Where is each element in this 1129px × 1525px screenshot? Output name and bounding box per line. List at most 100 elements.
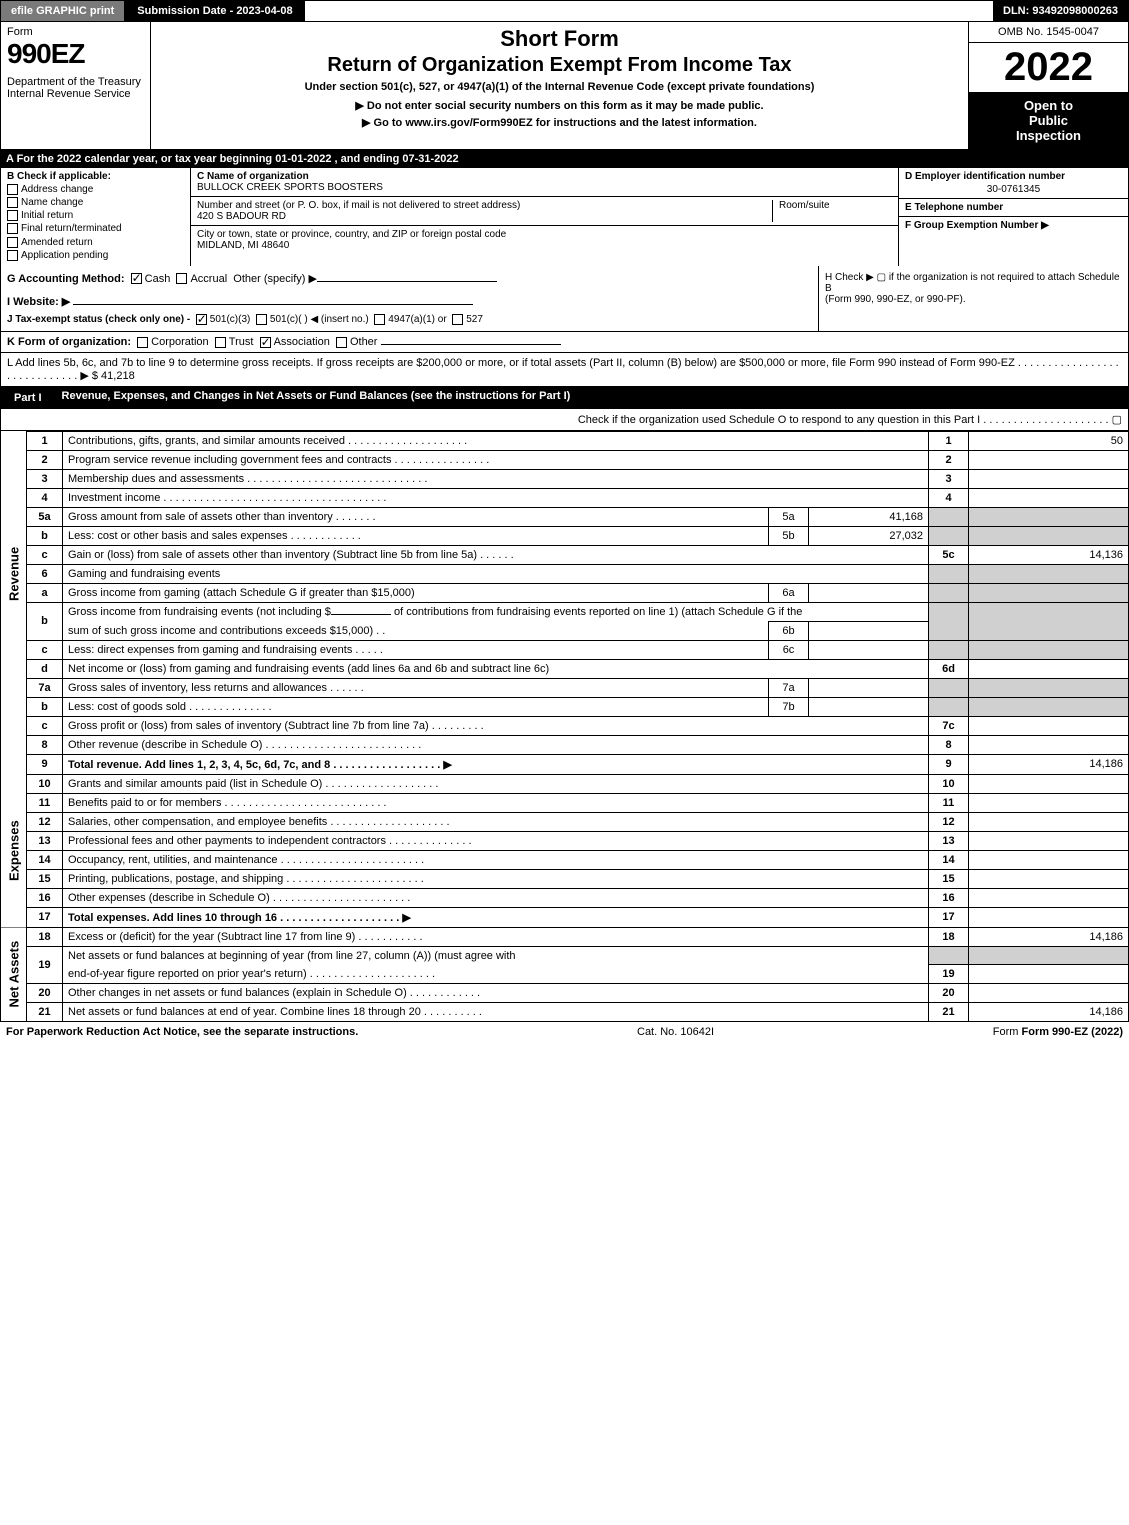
label-527: 527: [466, 314, 483, 325]
netassets-side-label: Net Assets: [1, 927, 27, 1022]
form-header: Form 990EZ Department of the Treasury In…: [0, 22, 1129, 150]
section-d: D Employer identification number 30-0761…: [898, 168, 1128, 266]
label-amended-return: Amended return: [21, 237, 93, 248]
check-527[interactable]: [452, 314, 463, 325]
check-501c[interactable]: [256, 314, 267, 325]
other-org-input[interactable]: [381, 344, 561, 345]
line-1-value: 50: [969, 431, 1129, 450]
check-trust[interactable]: [215, 337, 226, 348]
line-6b-desc-1: Gross income from fundraising events (no…: [63, 602, 929, 621]
other-method-input[interactable]: [317, 281, 497, 282]
section-a: A For the 2022 calendar year, or tax yea…: [0, 150, 1129, 168]
j-label: J Tax-exempt status (check only one) -: [7, 314, 190, 325]
k-label: K Form of organization:: [7, 336, 131, 348]
label-501c: 501(c)( ) ◀ (insert no.): [270, 314, 369, 325]
line-19-desc-a: Net assets or fund balances at beginning…: [63, 946, 929, 965]
tax-year: 2022: [969, 43, 1128, 92]
line-6a-desc: Gross income from gaming (attach Schedul…: [63, 583, 769, 602]
org-city: MIDLAND, MI 48640: [197, 240, 892, 251]
line-5c-value: 14,136: [969, 545, 1129, 564]
line-3-desc: Membership dues and assessments . . . . …: [63, 469, 929, 488]
check-other-org[interactable]: [336, 337, 347, 348]
check-name-change[interactable]: [7, 197, 18, 208]
line-5a-desc: Gross amount from sale of assets other t…: [63, 507, 769, 526]
check-accrual[interactable]: [176, 273, 187, 284]
line-14-desc: Occupancy, rent, utilities, and maintena…: [63, 850, 929, 869]
section-gh: G Accounting Method: Cash Accrual Other …: [0, 266, 1129, 332]
h-text-1: H Check ▶ ▢ if the organization is not r…: [825, 272, 1122, 294]
line-9-desc: Total revenue. Add lines 1, 2, 3, 4, 5c,…: [63, 754, 929, 774]
check-application-pending[interactable]: [7, 250, 18, 261]
check-4947[interactable]: [374, 314, 385, 325]
check-association[interactable]: [260, 337, 271, 348]
form-ref: Form Form 990-EZ (2022): [993, 1026, 1123, 1038]
line-10-desc: Grants and similar amounts paid (list in…: [63, 774, 929, 793]
label-corporation: Corporation: [151, 336, 208, 348]
open-line-2: Public: [973, 113, 1124, 128]
line-6c-desc: Less: direct expenses from gaming and fu…: [63, 640, 769, 659]
label-4947: 4947(a)(1) or: [388, 314, 446, 325]
section-k: K Form of organization: Corporation Trus…: [0, 332, 1129, 353]
line-15-desc: Printing, publications, postage, and shi…: [63, 869, 929, 888]
line-18-value: 14,186: [969, 927, 1129, 946]
check-final-return[interactable]: [7, 223, 18, 234]
i-label: I Website: ▶: [7, 296, 70, 308]
ein-value: 30-0761345: [905, 184, 1122, 195]
under-section: Under section 501(c), 527, or 4947(a)(1)…: [159, 81, 960, 93]
c-street-label: Number and street (or P. O. box, if mail…: [197, 200, 772, 211]
check-corporation[interactable]: [137, 337, 148, 348]
label-address-change: Address change: [21, 184, 93, 195]
catalog-number: Cat. No. 10642I: [637, 1026, 714, 1038]
line-12-desc: Salaries, other compensation, and employ…: [63, 812, 929, 831]
section-l: L Add lines 5b, 6c, and 7b to line 9 to …: [0, 353, 1129, 387]
line-8-desc: Other revenue (describe in Schedule O) .…: [63, 735, 929, 754]
website-input[interactable]: [73, 304, 473, 305]
label-association: Association: [274, 336, 330, 348]
label-accrual: Accrual: [190, 273, 227, 285]
line-7b-desc: Less: cost of goods sold . . . . . . . .…: [63, 697, 769, 716]
part-1-header: Part I Revenue, Expenses, and Changes in…: [0, 387, 1129, 409]
line-11-desc: Benefits paid to or for members . . . . …: [63, 793, 929, 812]
form-number: 990EZ: [7, 38, 144, 70]
pra-notice: For Paperwork Reduction Act Notice, see …: [6, 1026, 358, 1038]
line-5c-desc: Gain or (loss) from sale of assets other…: [63, 545, 929, 564]
l-value: 41,218: [101, 370, 135, 382]
line-6-desc: Gaming and fundraising events: [63, 564, 929, 583]
label-trust: Trust: [229, 336, 254, 348]
open-line-1: Open to: [973, 98, 1124, 113]
line-2-desc: Program service revenue including govern…: [63, 450, 929, 469]
h-text-2: (Form 990, 990-EZ, or 990-PF).: [825, 294, 1122, 305]
line-20-desc: Other changes in net assets or fund bala…: [63, 984, 929, 1003]
label-other-org: Other: [350, 336, 378, 348]
efile-print-button[interactable]: efile GRAPHIC print: [1, 1, 125, 21]
g-label: G Accounting Method:: [7, 273, 125, 285]
label-501c3: 501(c)(3): [210, 314, 251, 325]
line-19-desc-b: end-of-year figure reported on prior yea…: [63, 965, 929, 984]
line-4-desc: Investment income . . . . . . . . . . . …: [63, 488, 929, 507]
org-name: BULLOCK CREEK SPORTS BOOSTERS: [197, 182, 892, 193]
goto-link[interactable]: ▶ Go to www.irs.gov/Form990EZ for instru…: [159, 116, 960, 129]
label-final-return: Final return/terminated: [21, 224, 122, 235]
check-amended-return[interactable]: [7, 237, 18, 248]
irs-label: Internal Revenue Service: [7, 88, 144, 100]
check-address-change[interactable]: [7, 184, 18, 195]
line-5b-value: 27,032: [809, 526, 929, 545]
line-7a-desc: Gross sales of inventory, less returns a…: [63, 678, 769, 697]
line-1-desc: Contributions, gifts, grants, and simila…: [63, 431, 929, 450]
label-initial-return: Initial return: [21, 210, 73, 221]
check-cash[interactable]: [131, 273, 142, 284]
check-501c3[interactable]: [196, 314, 207, 325]
label-name-change: Name change: [21, 197, 83, 208]
line-13-desc: Professional fees and other payments to …: [63, 831, 929, 850]
check-initial-return[interactable]: [7, 210, 18, 221]
submission-date: Submission Date - 2023-04-08: [125, 1, 304, 21]
ein-label: D Employer identification number: [905, 171, 1122, 182]
dln-label: DLN: 93492098000263: [993, 1, 1128, 21]
line-16-desc: Other expenses (describe in Schedule O) …: [63, 888, 929, 907]
line-ref: 1: [929, 431, 969, 450]
short-form-title: Short Form: [159, 26, 960, 52]
label-application-pending: Application pending: [21, 250, 108, 261]
line-9-value: 14,186: [969, 754, 1129, 774]
line-2-value: [969, 450, 1129, 469]
part-1-check-line: Check if the organization used Schedule …: [0, 409, 1129, 431]
